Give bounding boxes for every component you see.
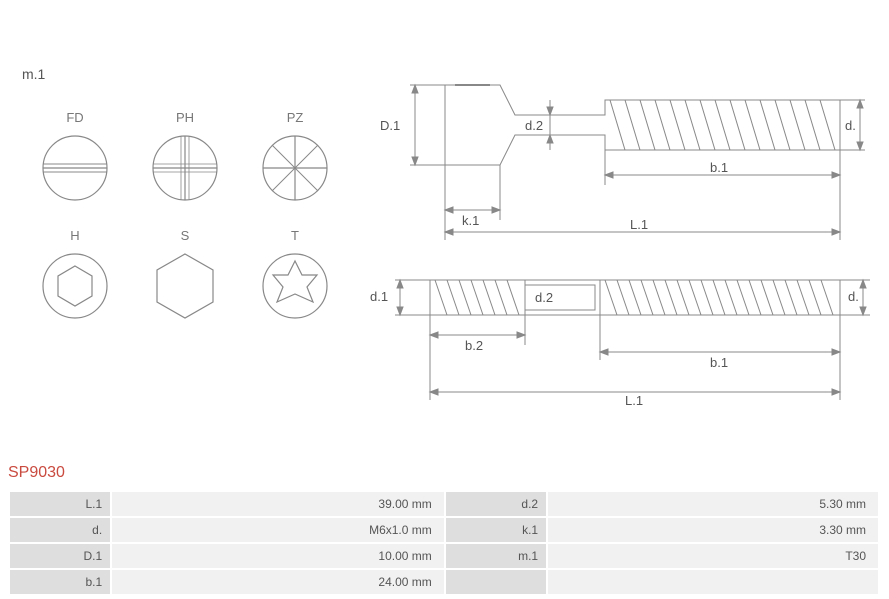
drive-s-label: S bbox=[135, 228, 235, 243]
table-row: d. M6x1.0 mm k.1 3.30 mm bbox=[10, 518, 878, 542]
spec-value: 5.30 mm bbox=[548, 492, 878, 516]
drive-h-label: H bbox=[25, 228, 125, 243]
table-row: D.1 10.00 mm m.1 T30 bbox=[10, 544, 878, 568]
svg-text:d.: d. bbox=[848, 289, 859, 304]
spec-key: D.1 bbox=[10, 544, 110, 568]
svg-text:d.: d. bbox=[845, 118, 856, 133]
spec-value: 39.00 mm bbox=[112, 492, 444, 516]
pozidriv-icon bbox=[260, 133, 330, 203]
svg-text:d.1: d.1 bbox=[370, 289, 388, 304]
drive-row-1: FD PH PZ bbox=[20, 110, 350, 203]
spec-value: 10.00 mm bbox=[112, 544, 444, 568]
drive-row-2: H S T bbox=[20, 228, 350, 321]
svg-text:d.2: d.2 bbox=[525, 118, 543, 133]
drive-fd-label: FD bbox=[25, 110, 125, 125]
hex-external-icon bbox=[150, 251, 220, 321]
torx-icon bbox=[260, 251, 330, 321]
spec-table: L.1 39.00 mm d.2 5.30 mm d. M6x1.0 mm k.… bbox=[8, 490, 880, 596]
part-number: SP9030 bbox=[8, 464, 65, 482]
diagram-area: m.1 FD PH PZ bbox=[0, 0, 889, 440]
spec-value: 3.30 mm bbox=[548, 518, 878, 542]
svg-text:b.1: b.1 bbox=[710, 355, 728, 370]
drive-pz: PZ bbox=[245, 110, 345, 203]
svg-text:b.1: b.1 bbox=[710, 160, 728, 175]
hex-socket-icon bbox=[40, 251, 110, 321]
spec-key: L.1 bbox=[10, 492, 110, 516]
drive-s: S bbox=[135, 228, 235, 321]
screw-drawings: D.1 d.2 d. k.1 b.1 bbox=[370, 60, 870, 420]
slot-icon bbox=[40, 133, 110, 203]
m1-label: m.1 bbox=[22, 66, 45, 82]
spec-key: d.2 bbox=[446, 492, 546, 516]
phillips-icon bbox=[150, 133, 220, 203]
svg-text:k.1: k.1 bbox=[462, 213, 479, 228]
spec-key bbox=[446, 570, 546, 594]
drive-ph: PH bbox=[135, 110, 235, 203]
spec-key: d. bbox=[10, 518, 110, 542]
svg-text:b.2: b.2 bbox=[465, 338, 483, 353]
drive-types-grid: FD PH PZ H bbox=[20, 110, 350, 346]
drive-ph-label: PH bbox=[135, 110, 235, 125]
spec-value: 24.00 mm bbox=[112, 570, 444, 594]
spec-key: b.1 bbox=[10, 570, 110, 594]
table-row: L.1 39.00 mm d.2 5.30 mm bbox=[10, 492, 878, 516]
drive-pz-label: PZ bbox=[245, 110, 345, 125]
drive-h: H bbox=[25, 228, 125, 321]
svg-text:L.1: L.1 bbox=[625, 393, 643, 408]
spec-key: k.1 bbox=[446, 518, 546, 542]
spec-value: M6x1.0 mm bbox=[112, 518, 444, 542]
spec-value bbox=[548, 570, 878, 594]
svg-text:D.1: D.1 bbox=[380, 118, 400, 133]
drive-t-label: T bbox=[245, 228, 345, 243]
svg-text:d.2: d.2 bbox=[535, 290, 553, 305]
spec-value: T30 bbox=[548, 544, 878, 568]
drive-fd: FD bbox=[25, 110, 125, 203]
svg-text:L.1: L.1 bbox=[630, 217, 648, 232]
spec-key: m.1 bbox=[446, 544, 546, 568]
drive-t: T bbox=[245, 228, 345, 321]
table-row: b.1 24.00 mm bbox=[10, 570, 878, 594]
